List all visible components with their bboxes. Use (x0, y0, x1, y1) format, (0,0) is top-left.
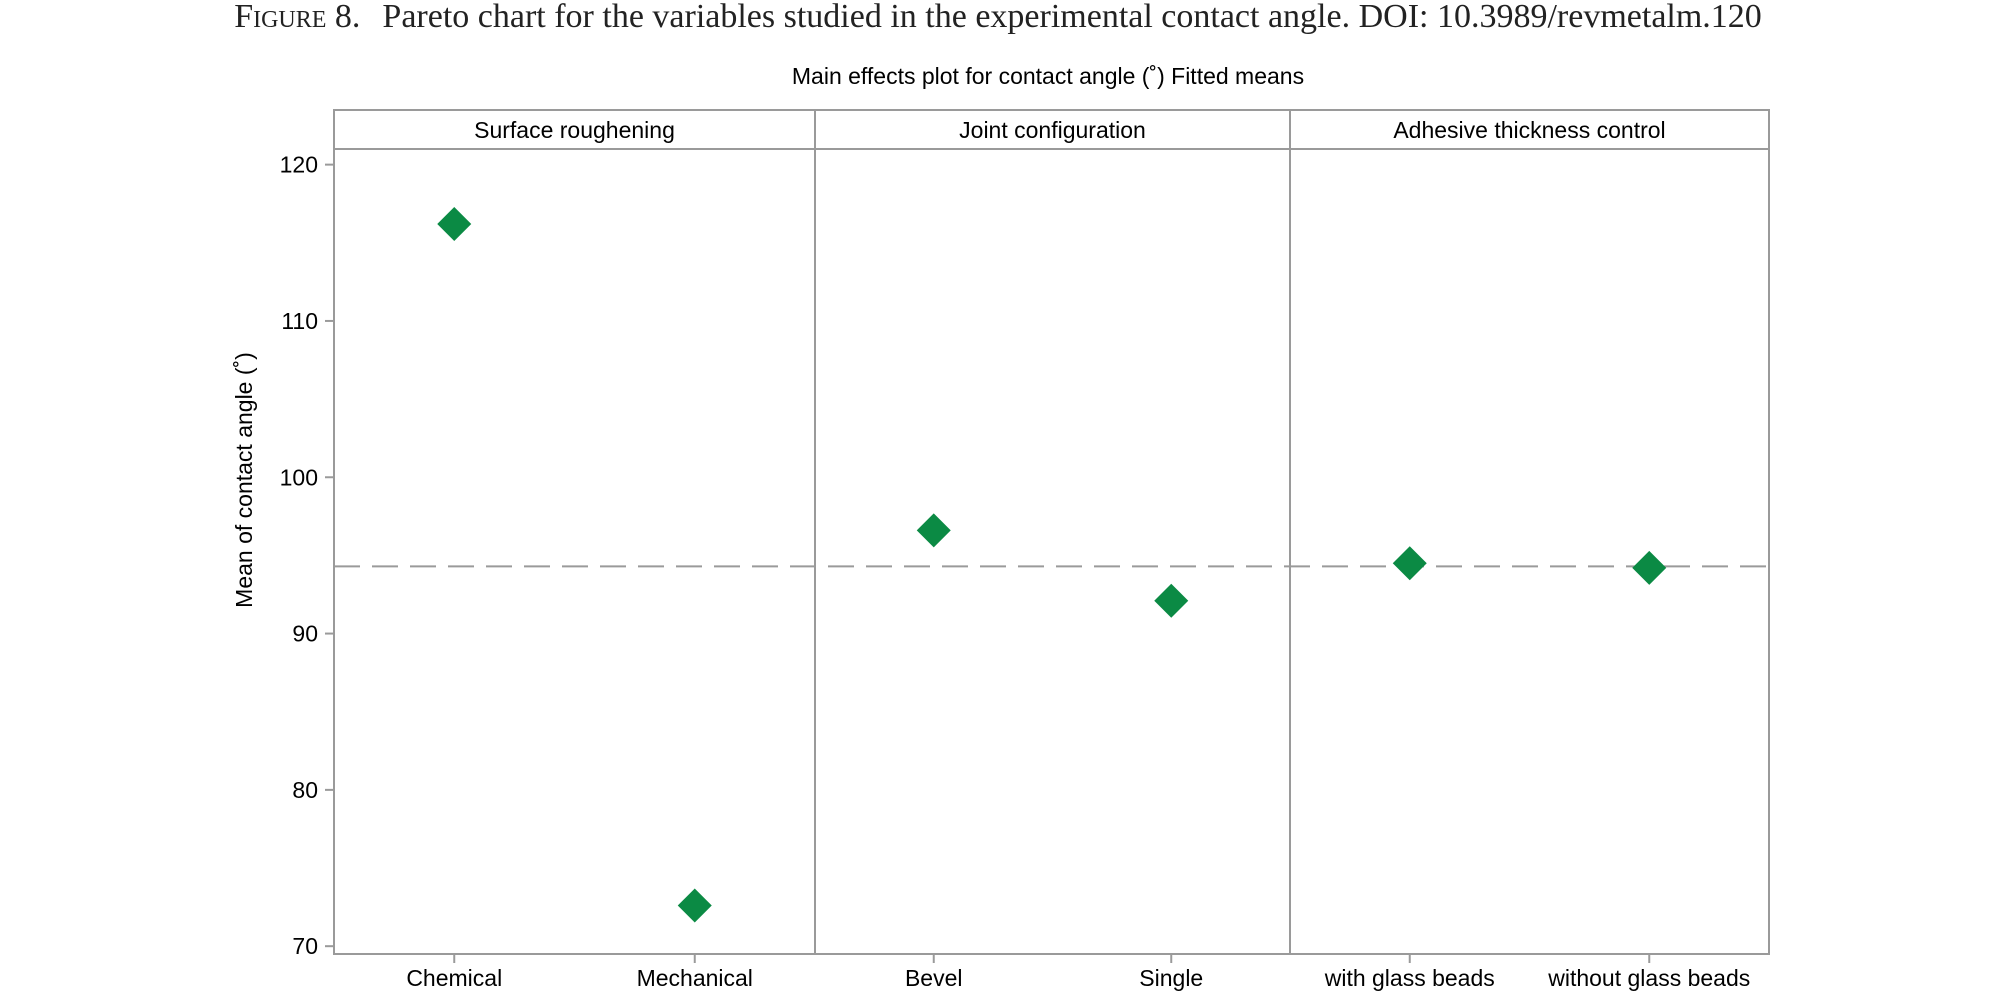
chart-plot-area: 70 80 90 100 110 120 Surface roughening Chemica… (280, 109, 1770, 991)
y-axis-label: Mean of contact angle (˚) (231, 352, 257, 608)
figure-caption-text: Pareto chart for the variables studied i… (382, 0, 1762, 35)
panel-header-label: Joint configuration (959, 117, 1146, 143)
plot-frame (333, 109, 1770, 955)
x-tick-label: Chemical (406, 965, 502, 991)
data-point-marker (1154, 583, 1189, 618)
y-tick-label: 100 (280, 464, 318, 490)
data-point-marker (916, 513, 951, 548)
x-tick-label: with glass beads (1324, 965, 1495, 991)
data-point-marker (437, 207, 472, 242)
y-tick-label: 110 (281, 308, 318, 334)
x-tick-label: Mechanical (637, 965, 753, 991)
data-point-marker (1392, 546, 1427, 581)
x-tick-label: Single (1139, 965, 1203, 991)
x-tick-label: Bevel (905, 965, 963, 991)
y-tick-label: 80 (292, 777, 318, 803)
chart-title: Main effects plot for contact angle (˚) … (792, 63, 1304, 89)
y-tick-label: 70 (292, 933, 318, 959)
panel-header-label: Adhesive thickness control (1393, 117, 1665, 143)
figure-label: Figure 8. (234, 0, 361, 35)
panel-header-label: Surface roughening (474, 117, 675, 143)
data-point-marker (677, 888, 712, 923)
y-tick-label: 90 (292, 621, 318, 647)
y-tick-label: 120 (280, 152, 318, 178)
data-point-marker (1632, 550, 1667, 585)
x-tick-label: without glass beads (1547, 965, 1750, 991)
figure-caption: Figure 8. Pareto chart for the variables … (0, 0, 1996, 38)
